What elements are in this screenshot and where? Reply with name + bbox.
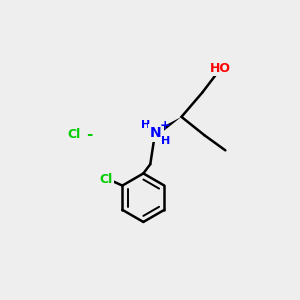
Text: Cl: Cl <box>99 172 112 186</box>
Text: -: - <box>86 127 93 142</box>
Text: N: N <box>150 126 162 140</box>
Text: +: + <box>160 119 171 132</box>
Text: H: H <box>141 120 150 130</box>
Text: H: H <box>161 136 170 146</box>
Text: HO: HO <box>210 62 231 75</box>
Text: Cl: Cl <box>68 128 81 141</box>
Polygon shape <box>153 117 182 137</box>
